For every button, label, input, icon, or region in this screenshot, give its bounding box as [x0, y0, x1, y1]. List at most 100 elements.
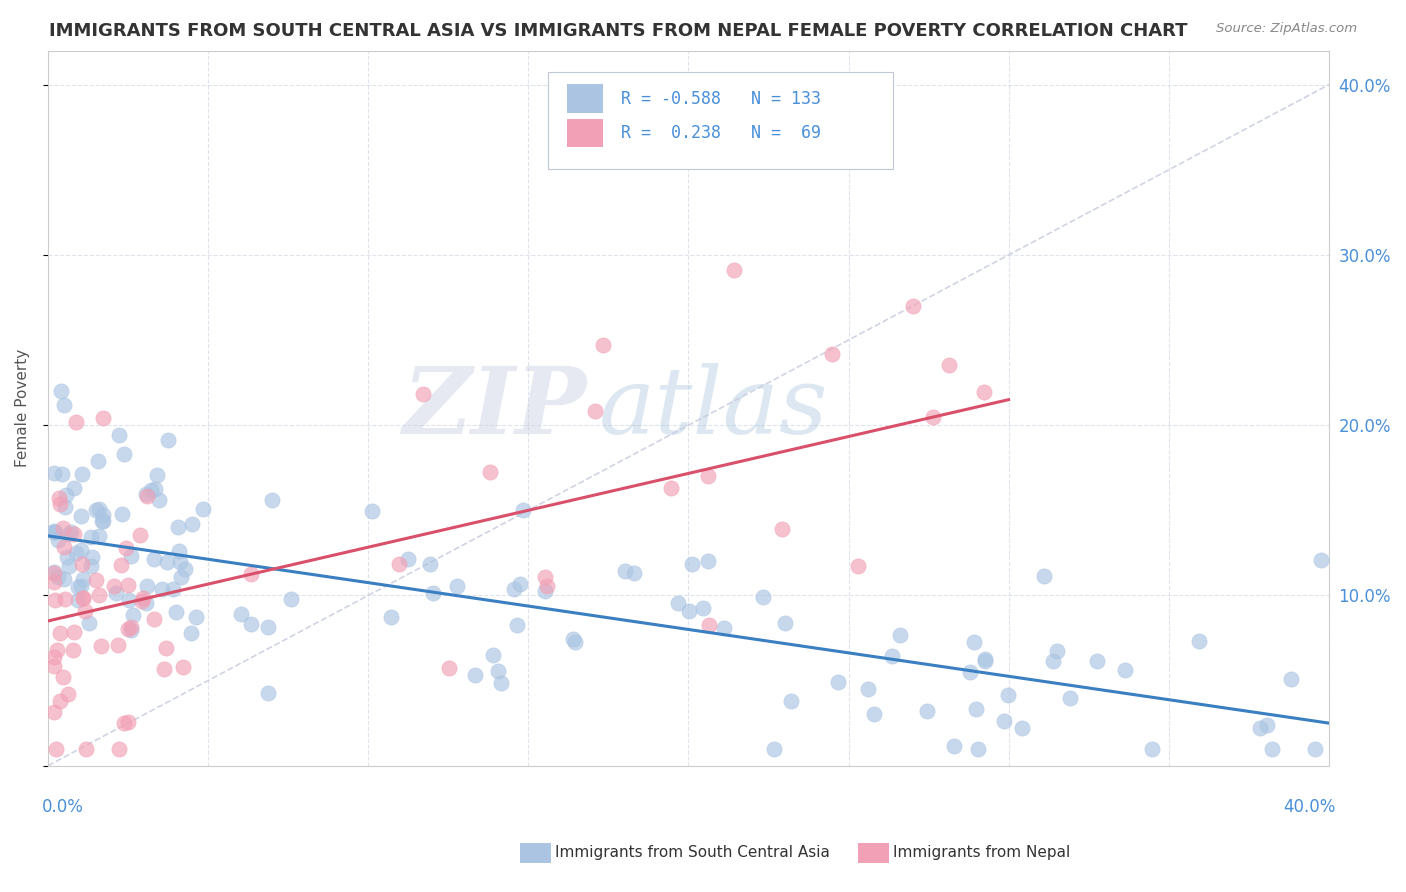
- Point: [959, 665, 981, 680]
- Point: [889, 628, 911, 642]
- Point: [72, 467, 94, 482]
- Point: [827, 675, 849, 690]
- Point: [775, 615, 797, 630]
- Point: [723, 262, 745, 277]
- Point: [915, 704, 938, 718]
- Point: [396, 552, 419, 566]
- Point: [120, 624, 142, 638]
- Point: [1256, 718, 1278, 732]
- Point: [1046, 644, 1069, 658]
- Text: R =  0.238   N =  69: R = 0.238 N = 69: [620, 124, 821, 142]
- Point: [108, 741, 131, 756]
- Point: [44, 659, 66, 673]
- Point: [45, 741, 67, 756]
- Point: [509, 577, 531, 591]
- Point: [280, 592, 302, 607]
- Point: [70, 543, 93, 558]
- Point: [162, 582, 184, 597]
- FancyBboxPatch shape: [567, 119, 603, 147]
- Point: [129, 528, 152, 542]
- Point: [489, 676, 512, 690]
- Point: [965, 702, 987, 716]
- Point: [156, 555, 179, 569]
- Point: [87, 454, 110, 468]
- Point: [58, 559, 80, 574]
- Point: [974, 654, 997, 668]
- Point: [73, 604, 96, 618]
- Point: [118, 593, 141, 607]
- Point: [922, 410, 945, 425]
- Point: [505, 617, 527, 632]
- Text: ZIP: ZIP: [402, 363, 586, 453]
- Point: [486, 665, 509, 679]
- Point: [70, 509, 93, 524]
- Point: [44, 467, 66, 481]
- Point: [49, 384, 72, 399]
- Point: [880, 648, 903, 663]
- Point: [697, 469, 720, 483]
- Point: [1085, 654, 1108, 668]
- Point: [87, 502, 110, 516]
- Point: [135, 487, 157, 501]
- Point: [1011, 721, 1033, 735]
- Text: Immigrants from South Central Asia: Immigrants from South Central Asia: [555, 846, 831, 860]
- Point: [103, 579, 125, 593]
- Point: [53, 398, 76, 412]
- Text: 40.0%: 40.0%: [1282, 797, 1336, 816]
- Point: [62, 643, 84, 657]
- Point: [53, 591, 76, 606]
- Point: [534, 570, 557, 584]
- Point: [117, 622, 139, 636]
- Point: [53, 540, 76, 554]
- Point: [150, 582, 173, 596]
- Point: [1032, 568, 1054, 582]
- Point: [170, 570, 193, 584]
- Text: Immigrants from Nepal: Immigrants from Nepal: [893, 846, 1070, 860]
- Y-axis label: Female Poverty: Female Poverty: [15, 349, 30, 467]
- Point: [72, 591, 94, 606]
- Point: [681, 558, 703, 572]
- Point: [478, 466, 501, 480]
- Text: IMMIGRANTS FROM SOUTH CENTRAL ASIA VS IMMIGRANTS FROM NEPAL FEMALE POVERTY CORRE: IMMIGRANTS FROM SOUTH CENTRAL ASIA VS IM…: [49, 22, 1188, 40]
- Point: [52, 573, 75, 587]
- Point: [72, 591, 94, 605]
- Point: [169, 556, 191, 570]
- Point: [53, 500, 76, 514]
- Point: [512, 503, 534, 517]
- Point: [184, 609, 207, 624]
- Point: [72, 572, 94, 586]
- Point: [503, 582, 526, 596]
- Point: [65, 416, 87, 430]
- Point: [536, 579, 558, 593]
- Point: [419, 558, 441, 572]
- Point: [112, 447, 135, 461]
- Point: [52, 521, 75, 535]
- Point: [58, 687, 80, 701]
- Point: [562, 632, 585, 646]
- Point: [993, 714, 1015, 729]
- Point: [84, 503, 107, 517]
- Point: [482, 648, 505, 662]
- Point: [63, 624, 86, 639]
- Point: [446, 579, 468, 593]
- Point: [856, 682, 879, 697]
- Point: [46, 533, 69, 547]
- Point: [120, 620, 142, 634]
- Point: [172, 660, 194, 674]
- Point: [65, 546, 87, 560]
- Point: [239, 616, 262, 631]
- Point: [49, 626, 72, 640]
- Point: [67, 580, 90, 594]
- Point: [135, 490, 157, 504]
- Point: [77, 615, 100, 630]
- Point: [713, 621, 735, 635]
- Point: [821, 347, 844, 361]
- Point: [46, 643, 69, 657]
- Point: [46, 570, 69, 584]
- Point: [63, 481, 86, 495]
- Text: R = -0.588   N = 133: R = -0.588 N = 133: [620, 89, 821, 108]
- FancyBboxPatch shape: [567, 84, 603, 113]
- Point: [91, 514, 114, 528]
- Point: [752, 590, 775, 604]
- Point: [44, 705, 66, 719]
